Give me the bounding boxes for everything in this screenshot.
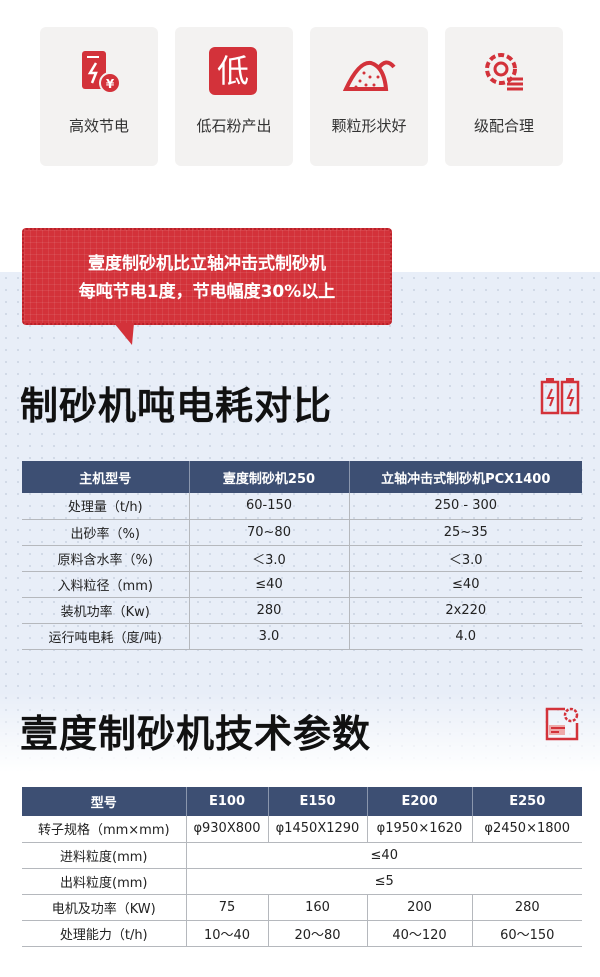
tech-params-table: 型号 E100 E150 E200 E250 转子规格（mm×mm) φ930X8…: [22, 787, 582, 947]
header-cell: E100: [186, 787, 269, 816]
low-badge-icon: 低: [209, 47, 257, 95]
callout-line-1: 壹度制砂机比立轴冲击式制砂机: [88, 254, 326, 274]
table-row: 原料含水率（%) ＜3.0 ＜3.0: [22, 545, 582, 572]
table-cell: 200: [367, 894, 473, 921]
table-cell: ＜3.0: [189, 545, 350, 572]
table-cell: 160: [268, 894, 368, 921]
feature-label: 颗粒形状好: [331, 117, 407, 135]
table-row: 出料粒度(mm) ≤5: [22, 868, 582, 895]
settings-document-icon: [545, 707, 579, 741]
table-header-row: 型号 E100 E150 E200 E250: [22, 787, 582, 816]
table-cell: 40～120: [367, 920, 473, 947]
savings-callout: 壹度制砂机比立轴冲击式制砂机 每吨节电1度，节电幅度30%以上: [22, 228, 392, 325]
gear-list-icon: [485, 53, 523, 91]
battery-icon: [540, 378, 580, 415]
table-cell: φ930X800: [186, 816, 269, 843]
table-cell: 10～40: [186, 920, 269, 947]
table-cell: 原料含水率（%): [22, 545, 190, 572]
feature-card-low-powder: 低 低石粉产出: [175, 27, 293, 166]
table-cell: 出砂率（%): [22, 519, 190, 546]
table-cell: 4.0: [349, 623, 582, 650]
table-cell: 入料粒径（mm): [22, 571, 190, 598]
power-comparison-table: 主机型号 壹度制砂机250 立轴冲击式制砂机PCX1400 处理量（t/h) 60…: [22, 461, 582, 650]
table-cell: ≤40: [349, 571, 582, 598]
header-cell: 主机型号: [22, 461, 190, 493]
table-cell: ≤40: [189, 571, 350, 598]
table-row: 运行吨电耗（度/吨) 3.0 4.0: [22, 623, 582, 650]
table-cell: 出料粒度(mm): [22, 868, 187, 895]
header-cell: 立轴冲击式制砂机PCX1400: [349, 461, 582, 493]
table-cell: ＜3.0: [349, 545, 582, 572]
table-cell: 280: [472, 894, 582, 921]
feature-label: 高效节电: [68, 117, 129, 135]
section-title-tech-params: 壹度制砂机技术参数: [20, 712, 372, 756]
table-cell: 70~80: [189, 519, 350, 546]
callout-line-2: 每吨节电1度，节电幅度30%以上: [78, 282, 336, 302]
table-header-row: 主机型号 壹度制砂机250 立轴冲击式制砂机PCX1400: [22, 461, 582, 493]
feature-card-particle-shape: 颗粒形状好: [310, 27, 428, 166]
table-cell: 转子规格（mm×mm): [22, 816, 187, 843]
table-row: 入料粒径（mm) ≤40 ≤40: [22, 571, 582, 598]
svg-text:¥: ¥: [106, 77, 115, 91]
table-row: 处理量（t/h) 60-150 250 - 300: [22, 493, 582, 520]
table-row: 出砂率（%) 70~80 25~35: [22, 519, 582, 546]
table-cell: 电机及功率（KW): [22, 894, 187, 921]
table-cell: 60-150: [189, 493, 350, 520]
table-cell: 280: [189, 597, 350, 624]
table-cell: φ2450×1800: [472, 816, 582, 843]
table-cell: 装机功率（Kw): [22, 597, 190, 624]
table-cell: 进料粒度(mm): [22, 842, 187, 869]
power-saving-icon: ¥: [82, 51, 121, 94]
table-cell: φ1450X1290: [268, 816, 368, 843]
section-title-power-comparison: 制砂机吨电耗对比: [20, 384, 333, 428]
table-cell: ≤5: [186, 868, 582, 895]
table-cell: 20～80: [268, 920, 368, 947]
sand-pile-icon: [342, 60, 396, 91]
feature-label: 级配合理: [473, 117, 534, 135]
header-cell: E150: [268, 787, 368, 816]
feature-label: 低石粉产出: [196, 117, 272, 135]
table-cell: 处理能力（t/h): [22, 920, 187, 947]
table-cell: 250 - 300: [349, 493, 582, 520]
table-cell: 60～150: [472, 920, 582, 947]
feature-card-power-saving: ¥ 高效节电: [40, 27, 158, 166]
table-row: 电机及功率（KW) 75 160 200 280: [22, 894, 582, 921]
header-cell: E200: [367, 787, 473, 816]
table-row: 处理能力（t/h) 10～40 20～80 40～120 60～150: [22, 920, 582, 947]
table-cell: 处理量（t/h): [22, 493, 190, 520]
feature-card-gradation: 级配合理: [445, 27, 563, 166]
table-cell: 运行吨电耗（度/吨): [22, 623, 190, 650]
table-cell: φ1950×1620: [367, 816, 473, 843]
table-cell: 3.0: [189, 623, 350, 650]
table-row: 装机功率（Kw) 280 2x220: [22, 597, 582, 624]
table-row: 转子规格（mm×mm) φ930X800 φ1450X1290 φ1950×1620 φ…: [22, 816, 582, 843]
header-cell: 壹度制砂机250: [189, 461, 350, 493]
table-cell: 75: [186, 894, 269, 921]
table-row: 进料粒度(mm) ≤40: [22, 842, 582, 869]
table-cell: 2x220: [349, 597, 582, 624]
table-cell: 25~35: [349, 519, 582, 546]
header-cell: 型号: [22, 787, 187, 816]
table-cell: ≤40: [186, 842, 582, 869]
header-cell: E250: [472, 787, 582, 816]
